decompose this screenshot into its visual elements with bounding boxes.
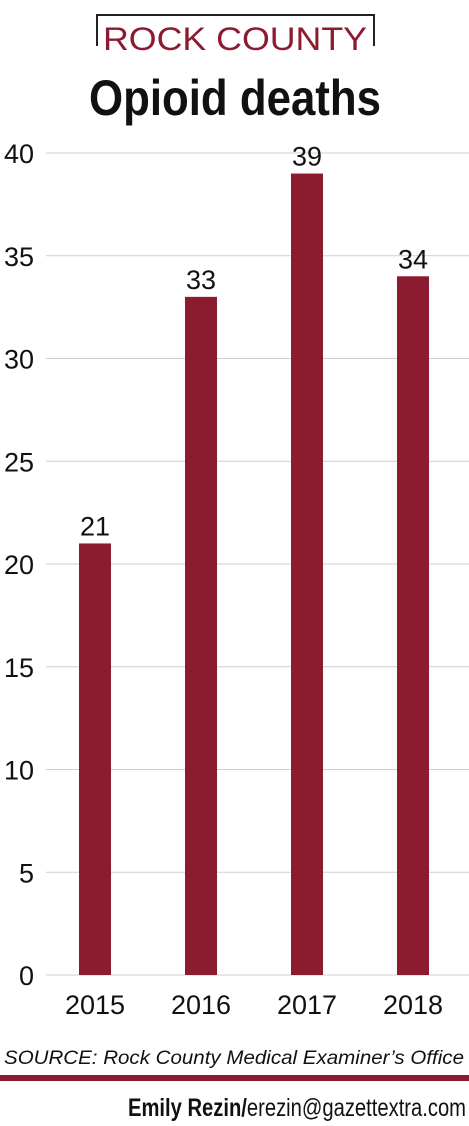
credit-email: erezin@gazettextra.com <box>247 1094 466 1122</box>
bar <box>397 276 429 975</box>
credit: Emily Rezin/erezin@gazettextra.com <box>128 1094 466 1122</box>
x-tick-label: 2016 <box>171 990 231 1020</box>
bar <box>79 543 111 975</box>
value-label: 33 <box>186 265 216 295</box>
y-tick-label: 20 <box>4 550 34 580</box>
y-tick-label: 30 <box>4 345 34 375</box>
chart-title: Opioid deaths <box>89 70 381 126</box>
bar <box>291 173 323 976</box>
x-tick-label: 2018 <box>383 990 443 1020</box>
y-tick-label: 10 <box>4 756 34 786</box>
y-tick-label: 0 <box>19 961 34 991</box>
bar <box>185 296 217 976</box>
y-tick-label: 25 <box>4 447 34 477</box>
divider <box>0 1075 469 1081</box>
credit-name: Emily Rezin/ <box>128 1094 247 1122</box>
value-label: 34 <box>398 244 428 274</box>
chart-subtitle: ROCK COUNTY <box>103 21 367 57</box>
y-tick-label: 40 <box>4 139 34 169</box>
value-label: 39 <box>292 142 322 172</box>
value-label: 21 <box>80 511 110 541</box>
y-tick-label: 15 <box>4 653 34 683</box>
title-bracket <box>96 14 375 46</box>
source: SOURCE: Rock County Medical Examiner’s O… <box>4 1048 464 1069</box>
y-tick-label: 5 <box>19 858 34 888</box>
x-tick-label: 2017 <box>277 990 337 1020</box>
y-tick-label: 35 <box>4 242 34 272</box>
x-tick-label: 2015 <box>65 990 125 1020</box>
